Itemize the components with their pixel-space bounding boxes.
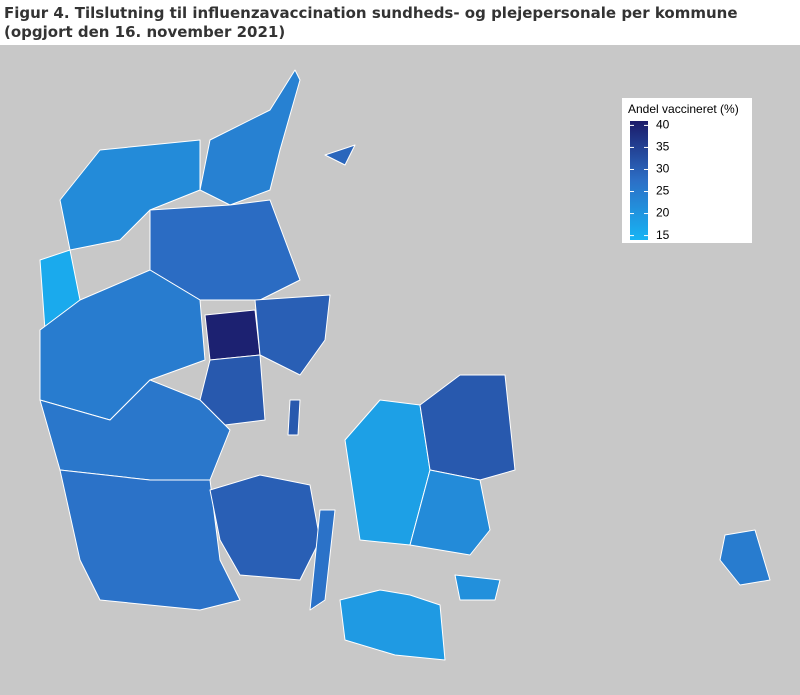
municipality [199,69,301,206]
figure-title: Figur 4. Tilslutning til influenzavaccin… [4,4,738,41]
municipality [209,474,321,581]
map: Andel vaccineret (%) 15 20 25 30 35 40 [0,45,800,695]
municipality [339,589,446,661]
legend-tick-label: 40 [656,118,670,132]
municipality [409,469,491,556]
municipality [309,509,336,611]
municipality [254,294,331,376]
legend-tick-label: 30 [656,162,670,176]
legend-tick-label: 20 [656,206,670,220]
legend-tick-label: 35 [656,140,670,154]
municipality [59,469,241,611]
legend-tick-label: 25 [656,184,670,198]
municipality [199,354,266,426]
legend-tick-label: 15 [656,228,670,242]
municipality [204,309,261,361]
municipality [59,139,201,251]
municipality [287,399,301,436]
municipality [454,574,501,601]
municipality [719,529,771,586]
legend-title: Andel vaccineret (%) [628,102,739,116]
color-bar [630,121,648,240]
municipality [324,144,356,166]
municipalities [39,69,771,661]
